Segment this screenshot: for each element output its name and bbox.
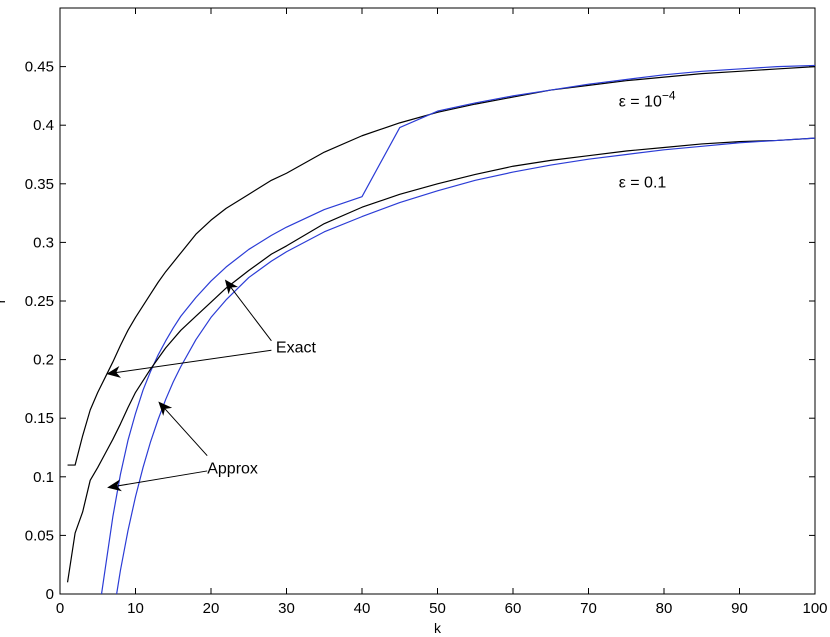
annotation-label: ε = 0.1 [619,174,667,191]
x-axis: 0 10 20 30 40 50 60 70 80 90 100 [56,8,828,617]
y-tick-label: 0.2 [33,352,54,369]
y-tick-label: 0.4 [33,117,54,134]
annotation-label: ε = 10−4 [619,88,676,110]
x-tick-label: 10 [127,600,144,617]
x-axis-label: k [434,620,442,636]
y-tick-label: 0.15 [25,410,54,427]
annotation-label: Approx [207,460,258,477]
series-line-approx-eps_0.1 [116,137,816,595]
x-tick-label: 100 [802,600,827,617]
x-tick-label: 0 [56,600,64,617]
y-tick-label: 0.25 [25,293,54,310]
y-tick-label: 0.35 [25,176,54,193]
x-tick-label: 70 [580,600,597,617]
y-axis: 0 0.05 0.1 0.15 0.2 0.25 0.3 0.35 0.4 0.45 [25,59,815,603]
series-layer [66,64,816,595]
x-tick-label: 60 [505,600,522,617]
plot-frame [59,7,816,595]
x-tick-label: 40 [354,600,371,617]
y-axis-label: r [0,298,8,303]
annotations: ε = 10−4 ε = 0.1 Exact Approx [106,88,676,492]
x-tick-label: 80 [656,600,673,617]
annotation-label: Exact [276,340,317,357]
series-line-exact-eps_1e-4 [67,66,816,466]
series-line-exact-eps_0.1 [66,137,816,583]
x-tick-label: 30 [278,600,295,617]
annotation-arrow [107,470,208,492]
y-tick-label: 0.05 [25,527,54,544]
annotation-arrow [106,349,272,378]
x-tick-label: 20 [203,600,220,617]
annotation-arrow [224,279,272,342]
y-tick-label: 0.45 [25,59,54,76]
series-line-approx-eps_1e-4 [100,64,816,595]
y-tick-label: 0 [46,586,54,603]
y-tick-label: 0.1 [33,469,54,486]
y-tick-label: 0.3 [33,234,54,251]
x-tick-label: 90 [731,600,748,617]
annotation-arrow [158,401,208,457]
axes-frame [59,7,816,595]
x-tick-label: 50 [429,600,446,617]
